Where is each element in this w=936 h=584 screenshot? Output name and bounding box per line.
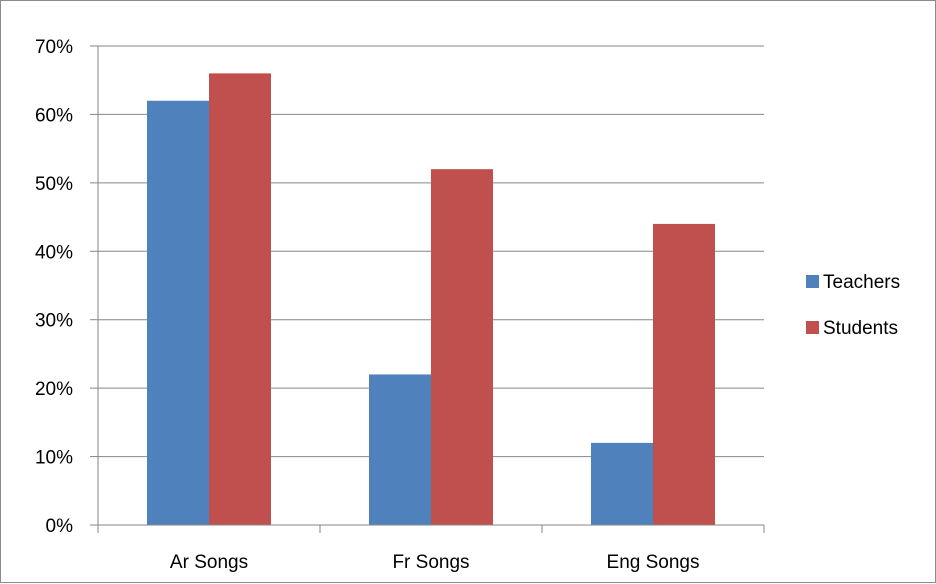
axes xyxy=(90,45,765,533)
bar-teachers-2 xyxy=(369,374,431,525)
y-tick-label: 30% xyxy=(35,311,73,332)
y-tick-label: 50% xyxy=(35,174,73,195)
legend-label-teachers: Teachers xyxy=(823,272,900,293)
y-axis-tick-labels: 0% 10% 20% 30% 40% 50% 60% 70% xyxy=(35,37,73,537)
bar-teachers-3 xyxy=(591,442,653,525)
x-tick-label: Fr Songs xyxy=(392,552,469,573)
bar-teachers-1 xyxy=(147,100,209,525)
y-tick-label: 0% xyxy=(46,516,74,537)
bar-students-1 xyxy=(209,73,271,525)
y-tick-label: 70% xyxy=(35,37,73,58)
y-tick-label: 60% xyxy=(35,105,73,126)
legend-swatch-teachers xyxy=(806,275,819,288)
legend-label-students: Students xyxy=(823,318,898,339)
x-axis-tick-labels: Ar Songs Fr Songs Eng Songs xyxy=(170,552,700,573)
bar-students-3 xyxy=(653,223,715,525)
x-tick-label: Eng Songs xyxy=(607,552,700,573)
y-tick-label: 10% xyxy=(35,448,73,469)
legend-swatch-students xyxy=(806,321,819,334)
bar-students-2 xyxy=(431,169,493,525)
x-tick-label: Ar Songs xyxy=(170,552,248,573)
y-tick-label: 40% xyxy=(35,242,73,263)
y-tick-label: 20% xyxy=(35,379,73,400)
legend: Teachers Students xyxy=(806,272,900,339)
bars xyxy=(147,73,715,525)
